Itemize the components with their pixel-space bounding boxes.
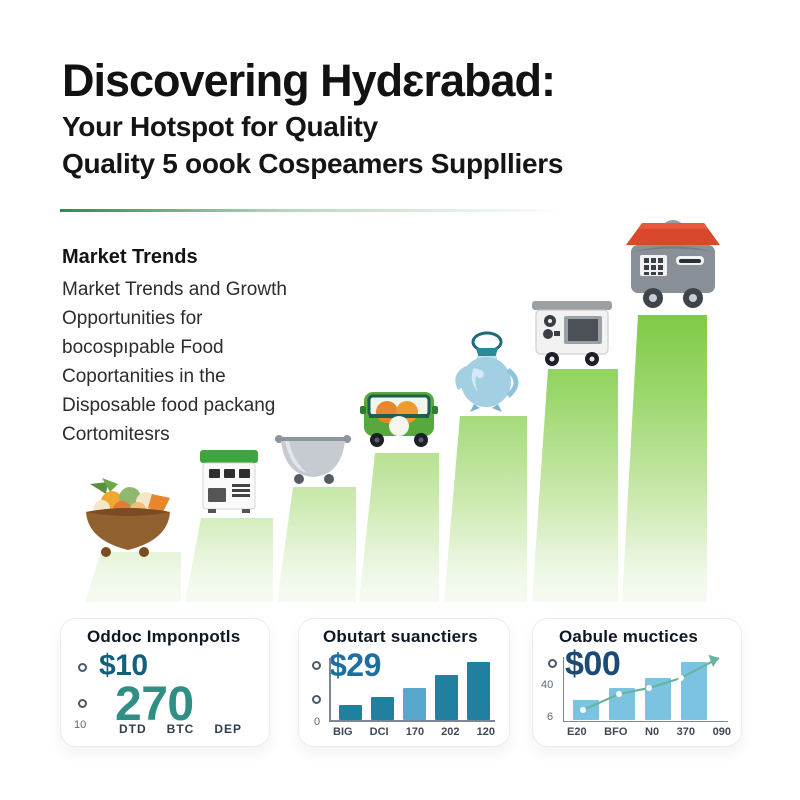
bar [339,705,362,720]
x-tick-label: DCI [369,726,389,738]
x-tick-label: 370 [676,726,696,738]
market-trends-line: Cortomitesrs [62,424,170,445]
header: Discovering Hydɛrabad: Your Hotspot for … [62,55,762,180]
x-axis-labels: E20 BFO N0 370 090 [567,726,731,738]
axis-label: 0 [314,716,321,728]
stat-value: $10 [99,649,148,682]
market-trends-block: Market Trends Market Trends and Growth O… [62,246,342,449]
footer-label: DEP [214,722,243,736]
page-title: Discovering Hydɛrabad: [62,55,556,106]
axis-label: 10 [74,719,87,731]
trend-arrow-icon [580,654,720,713]
storage-container-icon [626,220,720,308]
chart-axes [563,657,728,722]
ring-icon [78,663,87,672]
x-tick-label: N0 [645,726,660,738]
stat-value: 270 [115,678,194,731]
stat-card-imports: Oddoc Imponpotls $10 270 10 DTD BTC DEP [60,618,270,747]
bar [403,688,426,720]
teapot-icon [455,331,519,412]
market-trends-line: Market Trends and Growth [62,279,287,300]
stair-step [622,315,707,602]
market-trends-line: bocospıpable Food [62,337,224,358]
bar [435,675,458,720]
stat-value: $29 [329,647,381,683]
ring-icon [312,661,321,670]
ring-icon [312,695,321,704]
footer-label: BTC [166,722,195,736]
x-tick-label: BIG [333,726,353,738]
stat-card-trend-chart: Oabule muctices $00 40 6 E20 BFO N0 370 … [532,618,742,747]
x-tick-label: E20 [567,726,587,738]
card-title: Obutart suanctiers [323,627,478,646]
stat-value: $00 [565,645,621,683]
market-trends-line: Disposable food packang [62,395,276,416]
stair-step [185,518,273,602]
green-divider-line [60,209,565,212]
stair-step [359,453,439,602]
market-trends-heading: Market Trends [62,246,198,268]
ring-icon [78,699,87,708]
chart-axes [329,658,495,722]
mini-bar-chart [339,660,490,720]
subtitle-line-1: Your Hotspot for Quality [62,111,378,143]
microwave-icon [532,301,612,366]
x-tick-label: 090 [712,726,731,738]
x-tick-label: 170 [405,726,425,738]
x-tick-label: 120 [476,726,495,738]
cooking-pot-icon [275,435,351,484]
footer-label: DTD [119,722,147,736]
kitchen-machine-icon [200,450,258,513]
fruit-bowl-icon [86,478,170,557]
market-trends-line: Opportunities for [62,308,203,329]
stat-footer-labels: DTD BTC DEP [119,722,242,736]
y-tick-label: 6 [547,711,554,723]
x-tick-label: BFO [604,726,628,738]
stair-step [85,552,181,602]
x-axis-labels: BIG DCI 170 202 120 [333,726,495,738]
subtitle-line-2: Quality 5 oook Cospeamers Supplliers [62,148,564,180]
ring-icon [548,659,557,668]
food-truck-icon [360,392,438,447]
card-title: Oddoc Imponpotls [87,627,241,646]
stair-step [444,416,527,602]
bar [467,662,490,720]
market-trends-line: Coportanities in the [62,366,226,387]
y-tick-label: 40 [541,679,554,691]
stair-step [532,369,618,602]
x-tick-label: 202 [441,726,460,738]
bar [371,697,394,720]
stat-card-bar-chart: Obutart suanctiers $29 0 BIG DCI 170 202… [298,618,510,747]
stair-step [277,487,356,602]
card-title: Oabule muctices [559,627,699,646]
